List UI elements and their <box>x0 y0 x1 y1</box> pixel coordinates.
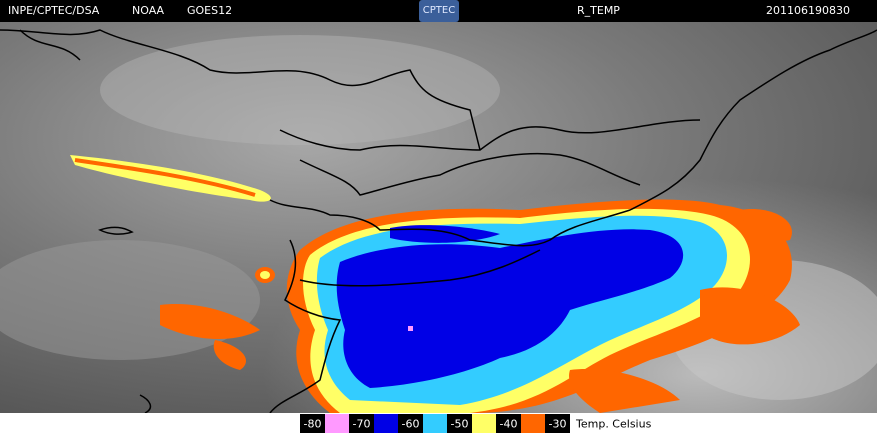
map <box>0 22 877 414</box>
legend-label-box <box>447 414 472 433</box>
legend-swatch <box>325 414 349 433</box>
legend-label: -50 <box>451 418 469 431</box>
legend-label: -40 <box>500 418 518 431</box>
agency-label: NOAA <box>132 4 165 17</box>
legend-label: -80 <box>304 418 322 431</box>
legend-label-box <box>349 414 374 433</box>
legend-unit: Temp. Celsius <box>575 418 652 431</box>
legend-swatch <box>521 414 545 433</box>
timestamp-label: 201106190830 <box>766 4 850 17</box>
legend-label: -60 <box>402 418 420 431</box>
legend-label: -30 <box>549 418 567 431</box>
product-label: R_TEMP <box>577 4 620 17</box>
satellite-label: GOES12 <box>187 4 232 17</box>
logo-text: CPTEC <box>423 5 455 16</box>
logo-badge <box>419 0 459 22</box>
legend-swatch <box>423 414 447 433</box>
legend-label-box <box>496 414 521 433</box>
legend-label-box <box>398 414 423 433</box>
source-label: INPE/CPTEC/DSA <box>8 4 100 17</box>
legend-label-box <box>545 414 570 433</box>
legend-swatch <box>374 414 398 433</box>
legend-label-box <box>300 414 325 433</box>
legend-swatch <box>472 414 496 433</box>
legend-label: -70 <box>353 418 371 431</box>
